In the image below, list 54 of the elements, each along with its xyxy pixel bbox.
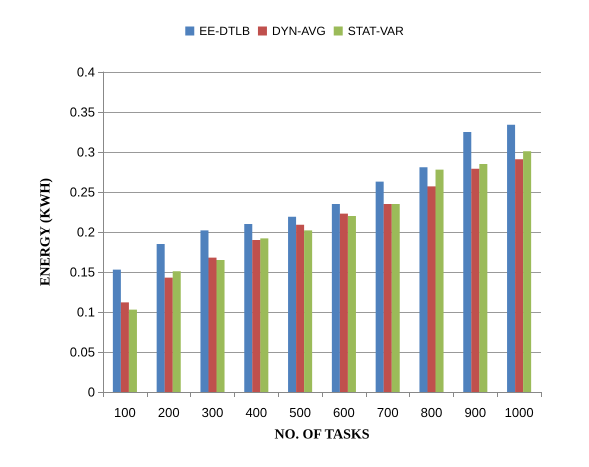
x-tick-label: 100 [114,405,136,420]
bar [164,278,173,392]
x-axis-title: NO. OF TASKS [274,428,370,442]
x-tick-label: 500 [289,405,311,420]
bar [156,244,165,392]
y-tick-label: 0.35 [70,104,95,120]
legend-label: EE-DTLB [199,24,250,38]
legend-label: DYN-AVG [272,24,326,38]
bar [112,270,121,392]
y-tick-label: 0.1 [76,304,95,320]
bar [479,164,488,392]
x-tick-label: 400 [245,405,268,420]
bar [288,216,296,392]
bar [419,167,428,392]
y-tick-label: 0.3 [76,144,95,160]
x-tick-label: 700 [376,405,399,420]
bar [463,132,472,392]
bar [208,258,217,392]
y-tick-label: 0.4 [76,64,95,80]
bar [200,230,208,392]
bar [515,159,524,392]
bar [252,240,260,392]
bar [392,204,400,392]
x-tick-label: 900 [464,405,486,420]
x-tick-label: 800 [420,405,442,420]
bar [376,182,384,392]
bar [244,224,252,392]
bar [128,310,137,392]
bar [260,238,268,392]
bar [172,271,181,392]
bar [332,204,340,392]
x-tick-label: 200 [158,405,180,420]
y-tick-label: 0 [88,384,95,400]
y-tick-label: 0.2 [76,224,95,240]
bar [216,260,225,392]
bar [471,168,480,392]
legend-label: STAT-VAR [348,24,404,38]
y-axis-title: ENERGY (KWH) [38,178,54,286]
bar [120,302,129,392]
bar [384,204,392,392]
bar [296,224,304,392]
x-tick-label: 300 [202,405,224,420]
bar [436,170,444,392]
x-tick-label: 1000 [504,405,534,420]
y-tick-label: 0.25 [70,184,95,200]
y-tick-label: 0.05 [70,344,95,360]
bar [427,186,436,392]
bar [348,216,356,392]
bar [304,230,312,392]
y-tick-label: 0.15 [70,264,95,280]
bar [507,124,516,392]
bar [340,214,348,392]
x-tick-label: 600 [333,405,355,420]
bar [523,151,532,392]
